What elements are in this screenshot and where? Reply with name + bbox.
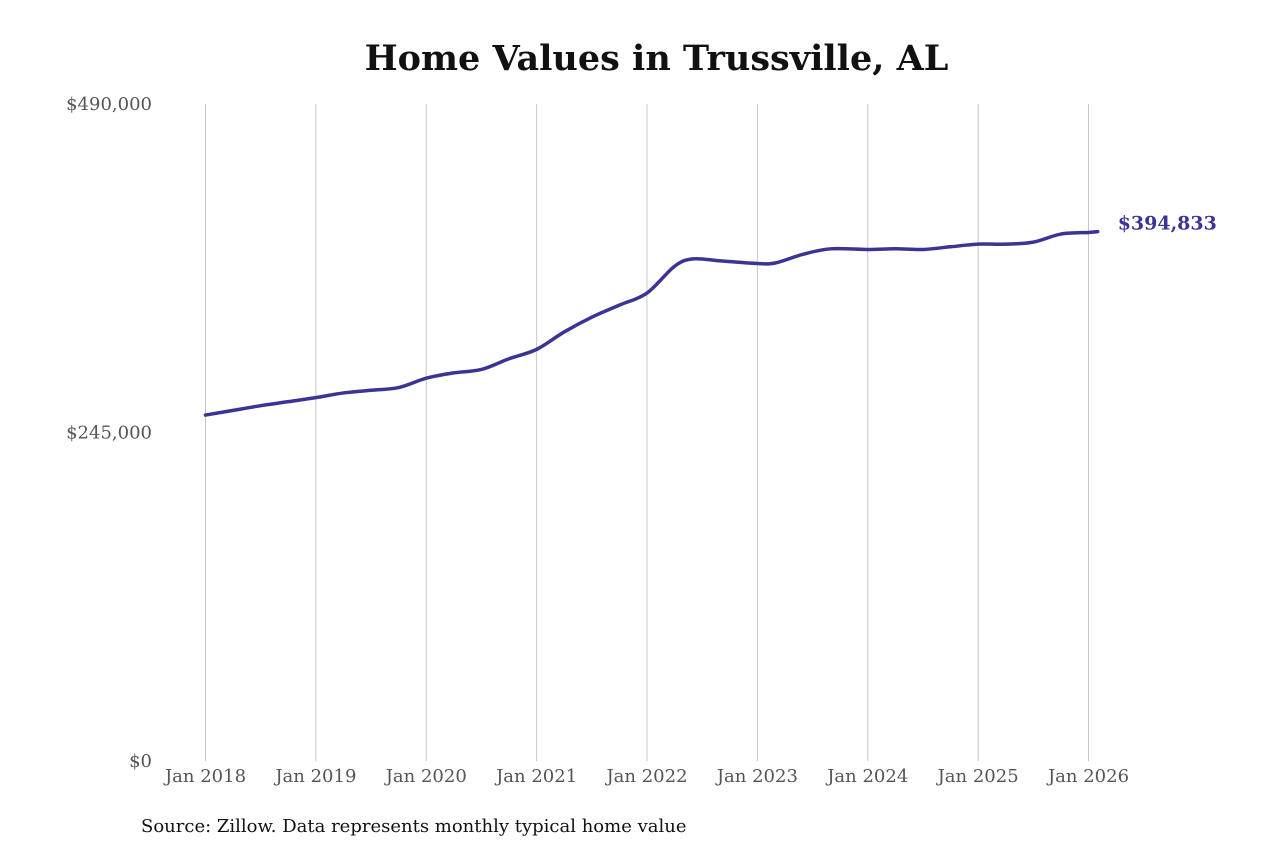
series-line-home-value: [203, 229, 1100, 417]
x-tick-label: Jan 2021: [494, 766, 577, 787]
x-tick-label: Jan 2019: [273, 766, 356, 787]
x-tick-label: Jan 2018: [163, 766, 246, 787]
y-tick-label: $490,000: [66, 94, 152, 115]
y-tick-label: $245,000: [66, 423, 152, 444]
x-axis-tick-labels: Jan 2018 Jan 2019 Jan 2020 Jan 2021 Jan 2022…: [163, 766, 1129, 787]
end-value-label: $394,833: [1118, 213, 1217, 235]
vertical-gridlines: [205, 104, 1089, 761]
y-axis-tick-labels: $0 $245,000 $490,000: [66, 94, 152, 772]
chart-title: Home Values in Trussville, AL: [364, 38, 949, 79]
x-tick-label: Jan 2025: [936, 766, 1019, 787]
x-tick-label: Jan 2024: [825, 766, 908, 787]
source-note: Source: Zillow. Data represents monthly …: [141, 816, 687, 837]
y-tick-label: $0: [129, 751, 152, 772]
x-tick-label: Jan 2026: [1046, 766, 1129, 787]
x-tick-label: Jan 2022: [604, 766, 687, 787]
series-layer: [203, 229, 1100, 417]
x-tick-label: Jan 2020: [384, 766, 467, 787]
end-value-label-layer: $394,833: [1118, 213, 1217, 235]
x-tick-label: Jan 2023: [715, 766, 798, 787]
